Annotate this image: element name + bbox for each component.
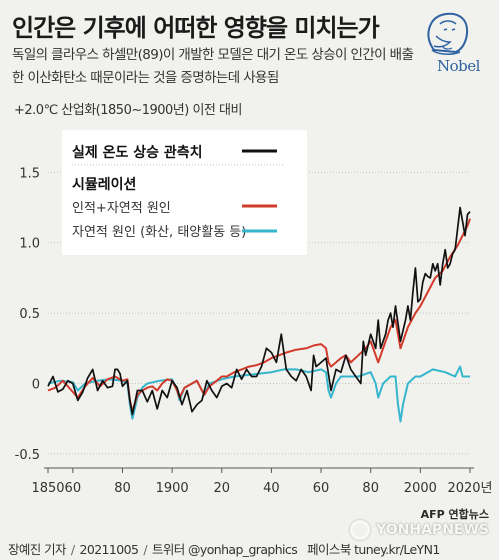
footer-author: 장예진 기자 bbox=[8, 542, 66, 557]
agency-marks-text: AFP 연합뉴스 bbox=[420, 508, 489, 521]
y-axis-ticks: -0.5 0 0.5 1.0 1.5 bbox=[15, 166, 40, 463]
x-tick-label: 2020년 bbox=[447, 481, 492, 496]
footer-date: 20211005 bbox=[79, 542, 139, 557]
footer-facebook: 페이스북 tuney.kr/LeYN1 bbox=[307, 542, 440, 557]
y-tick-label: 1.0 bbox=[19, 237, 40, 252]
y-tick-label: 1.5 bbox=[19, 166, 40, 181]
natural-series-line bbox=[47, 365, 470, 423]
nobel-portrait-icon bbox=[427, 12, 469, 55]
x-axis-ticks: 1850 60 80 1900 20 40 60 80 2000 2020년 bbox=[31, 467, 493, 496]
x-tick-label: 2000 bbox=[404, 481, 437, 496]
series-lines bbox=[47, 206, 471, 423]
footer-credits: 장예진 기자/20211005/트위터 @yonhap_graphics 페이스북… bbox=[8, 542, 440, 557]
legend: 실제 온도 상승 관측치 시뮬레이션 인적+자연적 원인 자연적 원인 (화산,… bbox=[62, 130, 307, 255]
nobel-logo-text: Nobel bbox=[437, 57, 480, 75]
y-tick-label: 0.5 bbox=[19, 307, 40, 322]
legend-natural-label: 자연적 원인 (화산, 태양활동 등) bbox=[72, 225, 246, 240]
legend-human-natural-label: 인적+자연적 원인 bbox=[72, 201, 171, 216]
x-tick-label: 40 bbox=[263, 481, 280, 496]
x-tick-label: 80 bbox=[362, 481, 379, 496]
axis-note: +2.0℃ 산업화(1850~1900년) 이전 대비 bbox=[14, 103, 242, 118]
agency-marks: AFP 연합뉴스 bbox=[421, 506, 489, 522]
watermark-text: YONHAPNEWS bbox=[376, 522, 489, 538]
y-tick-label: -0.5 bbox=[15, 448, 40, 463]
legend-observed-label: 실제 온도 상승 관측치 bbox=[72, 144, 203, 161]
observed-series-line bbox=[47, 206, 471, 416]
x-tick-label: 1900 bbox=[156, 481, 189, 496]
footer-twitter: 트위터 @yonhap_graphics bbox=[151, 542, 298, 557]
nobel-logo: Nobel bbox=[410, 6, 490, 84]
legend-group-title: 시뮬레이션 bbox=[72, 176, 136, 193]
x-tick-label: 1850 bbox=[31, 481, 64, 496]
x-tick-label: 60 bbox=[313, 481, 330, 496]
x-tick-label: 20 bbox=[213, 481, 230, 496]
y-tick-label: 0 bbox=[32, 378, 40, 393]
x-tick-label: 80 bbox=[114, 481, 131, 496]
page-title: 인간은 기후에 어떠한 영향을 미치는가 bbox=[12, 14, 380, 42]
watermark: YONHAPNEWS bbox=[350, 519, 489, 541]
x-tick-label: 60 bbox=[65, 481, 82, 496]
page-subtitle: 독일의 클라우스 하셀만(89)이 개발한 모델은 대기 온도 상승이 인간이 … bbox=[12, 47, 414, 86]
watermark-ring-icon bbox=[350, 520, 371, 540]
